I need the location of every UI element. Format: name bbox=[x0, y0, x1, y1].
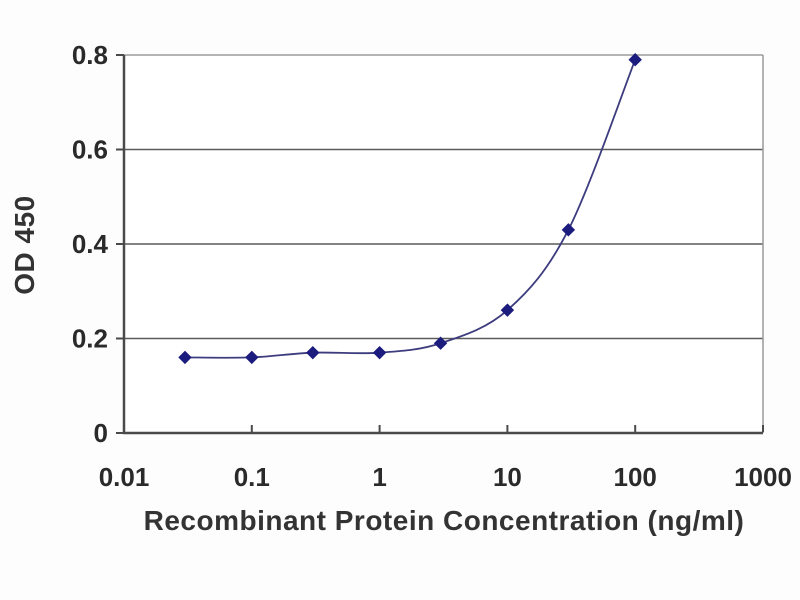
data-point-marker bbox=[433, 336, 448, 350]
x-tick-label: 0.1 bbox=[234, 462, 270, 492]
data-point-marker bbox=[245, 350, 259, 365]
data-point-marker bbox=[628, 53, 642, 67]
x-tick-label: 10 bbox=[493, 462, 522, 492]
y-tick-label: 0.8 bbox=[72, 40, 108, 70]
data-point-marker bbox=[306, 345, 320, 360]
x-tick-label: 1 bbox=[372, 462, 386, 492]
data-point-marker bbox=[500, 303, 515, 317]
x-tick-label: 1000 bbox=[734, 462, 792, 492]
y-axis-title: OD 450 bbox=[9, 195, 40, 295]
x-tick-label: 100 bbox=[614, 462, 657, 492]
data-point-marker bbox=[178, 350, 192, 365]
data-point-marker bbox=[372, 345, 387, 360]
y-tick-label: 0 bbox=[94, 418, 108, 448]
data-point-marker bbox=[561, 223, 576, 237]
y-tick-label: 0.2 bbox=[72, 324, 108, 354]
y-tick-label: 0.6 bbox=[72, 135, 108, 165]
x-axis-title: Recombinant Protein Concentration (ng/ml… bbox=[143, 505, 745, 536]
y-tick-label: 0.4 bbox=[72, 229, 109, 259]
x-tick-label: 0.01 bbox=[99, 462, 150, 492]
